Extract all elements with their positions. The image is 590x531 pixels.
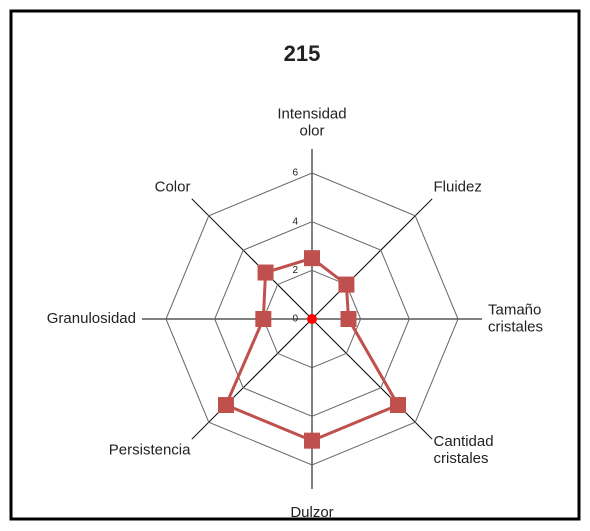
axis-label: Color: [155, 178, 191, 195]
axis-line: [311, 318, 433, 440]
axis-label: cristales: [488, 318, 543, 335]
marker: [390, 397, 407, 414]
grid-ring: [214, 221, 410, 417]
axis-label: Tamaño: [488, 301, 541, 318]
marker: [340, 311, 357, 327]
center-dot: [307, 314, 317, 324]
axis-label: Dulzor: [290, 504, 333, 521]
marker: [304, 432, 320, 449]
axis-label: Fluidez: [434, 178, 482, 195]
chart-title: 215: [284, 41, 321, 66]
marker: [255, 311, 272, 327]
marker: [257, 264, 274, 281]
axis-label: Intensidad: [277, 105, 346, 122]
axis-line: [311, 198, 433, 320]
tick-label: 2: [292, 265, 298, 276]
tick-label: 0: [292, 314, 298, 325]
axis-label: Persistencia: [109, 441, 191, 458]
tick-label: 4: [292, 216, 298, 227]
tick-label: 6: [292, 168, 298, 179]
axis-label: olor: [299, 122, 324, 139]
axis-line: [191, 198, 313, 320]
marker: [338, 276, 355, 293]
axis-label: Cantidad: [434, 433, 494, 450]
marker: [217, 397, 234, 414]
marker: [304, 250, 320, 267]
axis-label: cristales: [434, 450, 489, 467]
grid-ring: [262, 269, 362, 369]
axis-line: [191, 318, 313, 440]
grid-ring: [165, 172, 459, 466]
axis-label: Granulosidad: [47, 310, 136, 327]
